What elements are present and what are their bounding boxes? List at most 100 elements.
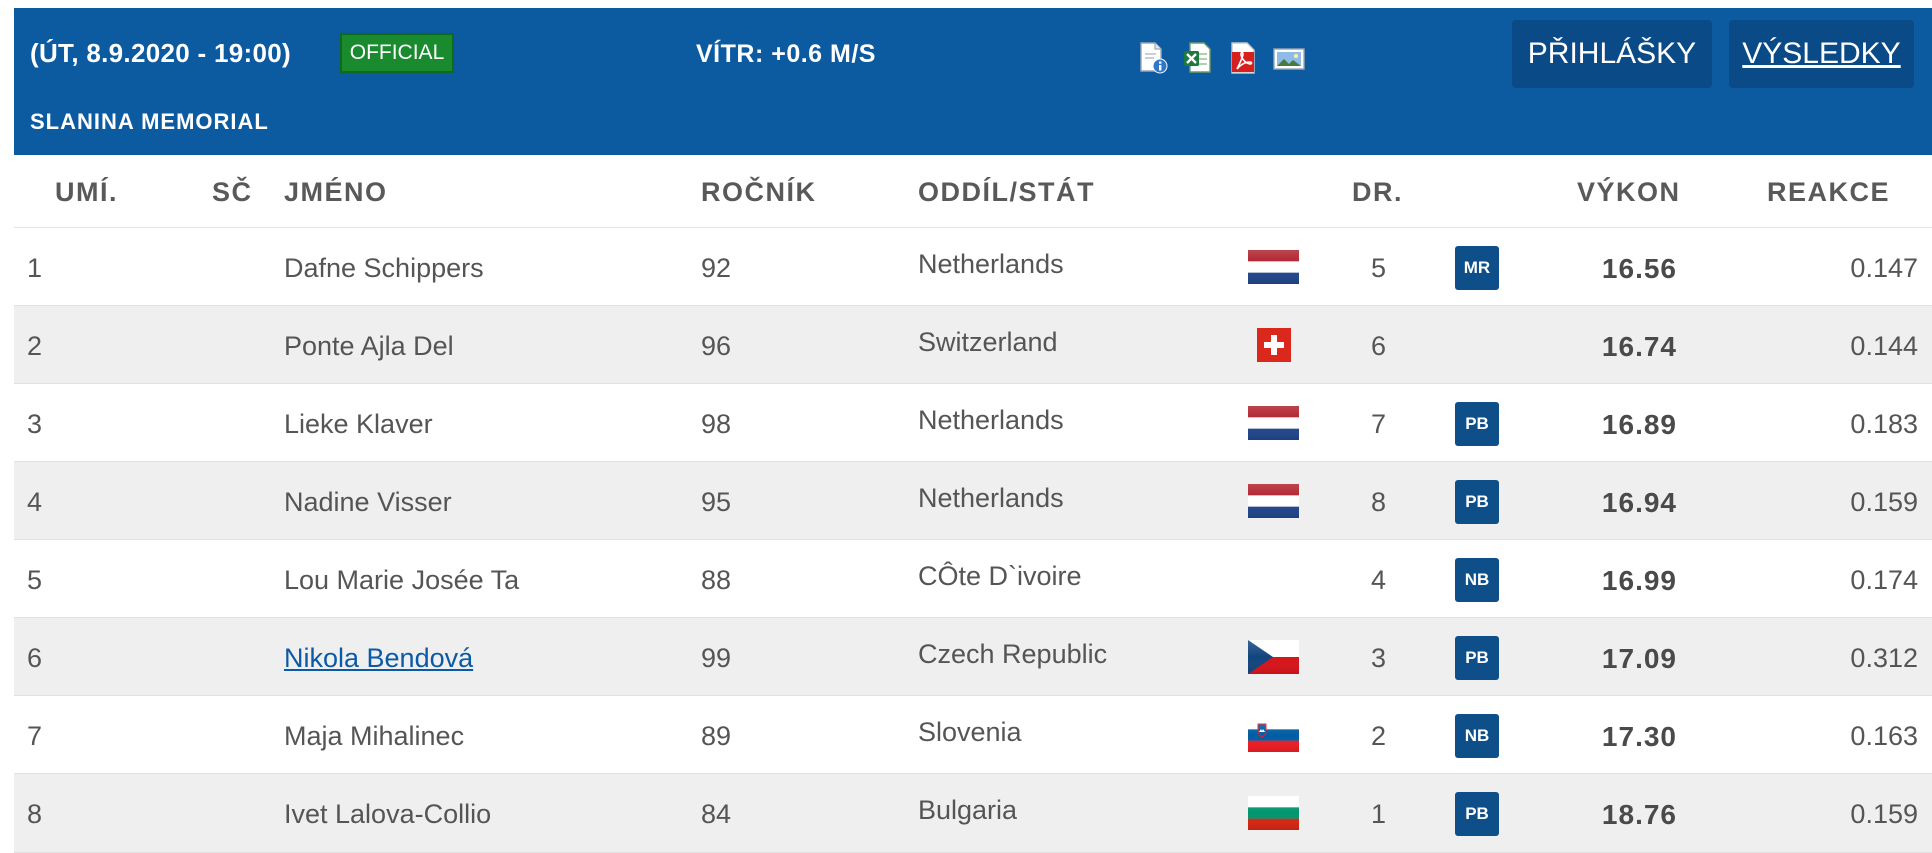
lane-cell: 5	[1371, 253, 1387, 283]
slovenia-flag	[1248, 718, 1299, 752]
col-name[interactable]: JMÉNO	[284, 177, 388, 207]
country-cell: Czech Republic	[918, 639, 1108, 669]
record-badge: MR	[1455, 246, 1499, 290]
col-club[interactable]: ODDÍL/STÁT	[918, 177, 1095, 207]
year-cell: 84	[701, 799, 732, 829]
athlete-name: Ponte Ajla Del	[284, 331, 454, 361]
results-panel: (ÚT, 8.9.2020 - 19:00) OFFICIAL VÍTR: +0…	[14, 8, 1932, 853]
lane-cell: 3	[1371, 643, 1387, 673]
col-performance[interactable]: VÝKON	[1577, 177, 1681, 207]
event-header: (ÚT, 8.9.2020 - 19:00) OFFICIAL VÍTR: +0…	[14, 8, 1932, 155]
col-reaction[interactable]: REAKCE	[1767, 177, 1891, 207]
country-cell: Slovenia	[918, 717, 1022, 747]
rank-cell: 6	[27, 643, 43, 673]
performance-cell: 17.30	[1601, 721, 1677, 752]
bulgaria-flag	[1248, 796, 1299, 830]
file-icons	[1138, 42, 1305, 74]
rank-cell: 4	[27, 487, 43, 517]
reaction-cell: 0.312	[1850, 643, 1918, 673]
record-badge: PB	[1455, 636, 1499, 680]
performance-cell: 18.76	[1601, 799, 1677, 830]
table-row: 6 Nikola Bendová 99 Czech Republic 3 PB …	[14, 618, 1932, 696]
performance-cell: 16.99	[1601, 565, 1677, 596]
reaction-cell: 0.163	[1850, 721, 1918, 751]
athlete-name: Maja Mihalinec	[284, 721, 465, 751]
rank-cell: 2	[27, 331, 43, 361]
record-badge: PB	[1455, 792, 1499, 836]
czech-republic-flag	[1248, 640, 1299, 674]
results-rows: 1 Dafne Schippers 92 Netherlands 5 MR 16…	[14, 228, 1932, 853]
table-row: 5 Lou Marie Josée Ta 88 CÔte D`ivoire 4 …	[14, 540, 1932, 618]
performance-cell: 17.09	[1601, 643, 1677, 674]
record-badge: PB	[1455, 402, 1499, 446]
year-cell: 98	[701, 409, 732, 439]
col-bib[interactable]: SČ	[212, 177, 253, 207]
athlete-name-link[interactable]: Nikola Bendová	[284, 643, 474, 673]
year-cell: 89	[701, 721, 732, 751]
col-lane[interactable]: DR.	[1352, 177, 1403, 207]
info-document-icon[interactable]	[1138, 42, 1168, 74]
table-row: 8 Ivet Lalova-Collio 84 Bulgaria 1 PB 18…	[14, 774, 1932, 853]
photo-icon[interactable]	[1273, 42, 1305, 74]
record-badge: NB	[1455, 558, 1499, 602]
pdf-icon[interactable]	[1228, 42, 1258, 74]
netherlands-flag	[1248, 250, 1299, 284]
reaction-cell: 0.159	[1850, 487, 1918, 517]
table-row: 2 Ponte Ajla Del 96 Switzerland 6 16.74 …	[14, 306, 1932, 384]
rank-cell: 7	[27, 721, 43, 751]
status-badge: OFFICIAL	[340, 33, 454, 73]
lane-cell: 7	[1371, 409, 1387, 439]
athlete-name: Ivet Lalova-Collio	[284, 799, 492, 829]
wind-reading: VÍTR: +0.6 M/S	[696, 40, 876, 68]
table-header: UMÍ. SČ JMÉNO ROČNÍK ODDÍL/STÁT DR. VÝKO…	[14, 155, 1932, 228]
rank-cell: 1	[27, 253, 43, 283]
table-row: 7 Maja Mihalinec 89 Slovenia 2 NB 17.30 …	[14, 696, 1932, 774]
year-cell: 92	[701, 253, 732, 283]
meeting-name: SLANINA MEMORIAL	[30, 109, 269, 134]
rank-cell: 3	[27, 409, 43, 439]
athlete-name: Lieke Klaver	[284, 409, 433, 439]
record-badge: NB	[1455, 714, 1499, 758]
results-button[interactable]: VÝSLEDKY	[1729, 20, 1914, 88]
year-cell: 95	[701, 487, 732, 517]
performance-cell: 16.89	[1601, 409, 1677, 440]
reaction-cell: 0.147	[1850, 253, 1918, 283]
registrations-button[interactable]: PŘIHLÁŠKY	[1512, 20, 1712, 88]
lane-cell: 6	[1371, 331, 1387, 361]
rank-cell: 8	[27, 799, 43, 829]
lane-cell: 4	[1371, 565, 1387, 595]
country-cell: Netherlands	[918, 249, 1064, 279]
col-year[interactable]: ROČNÍK	[701, 177, 817, 207]
performance-cell: 16.56	[1601, 253, 1677, 284]
netherlands-flag	[1248, 406, 1299, 440]
table-row: 3 Lieke Klaver 98 Netherlands 7 PB 16.89…	[14, 384, 1932, 462]
event-date-time: (ÚT, 8.9.2020 - 19:00)	[30, 38, 291, 68]
athlete-name: Dafne Schippers	[284, 253, 484, 283]
lane-cell: 1	[1371, 799, 1387, 829]
athlete-name: Lou Marie Josée Ta	[284, 565, 520, 595]
rank-cell: 5	[27, 565, 43, 595]
lane-cell: 8	[1371, 487, 1387, 517]
lane-cell: 2	[1371, 721, 1387, 751]
year-cell: 88	[701, 565, 732, 595]
country-cell: CÔte D`ivoire	[918, 561, 1082, 591]
country-cell: Switzerland	[918, 327, 1058, 357]
country-cell: Netherlands	[918, 483, 1064, 513]
reaction-cell: 0.144	[1850, 331, 1918, 361]
performance-cell: 16.74	[1601, 331, 1677, 362]
netherlands-flag	[1248, 484, 1299, 518]
country-cell: Netherlands	[918, 405, 1064, 435]
athlete-name: Nadine Visser	[284, 487, 452, 517]
table-row: 4 Nadine Visser 95 Netherlands 8 PB 16.9…	[14, 462, 1932, 540]
country-cell: Bulgaria	[918, 795, 1018, 825]
table-row: 1 Dafne Schippers 92 Netherlands 5 MR 16…	[14, 228, 1932, 306]
reaction-cell: 0.174	[1850, 565, 1918, 595]
year-cell: 96	[701, 331, 732, 361]
year-cell: 99	[701, 643, 732, 673]
switzerland-flag	[1248, 328, 1299, 362]
reaction-cell: 0.159	[1850, 799, 1918, 829]
record-badge: PB	[1455, 480, 1499, 524]
excel-icon[interactable]	[1183, 42, 1213, 74]
col-rank[interactable]: UMÍ.	[55, 177, 118, 207]
performance-cell: 16.94	[1601, 487, 1677, 518]
